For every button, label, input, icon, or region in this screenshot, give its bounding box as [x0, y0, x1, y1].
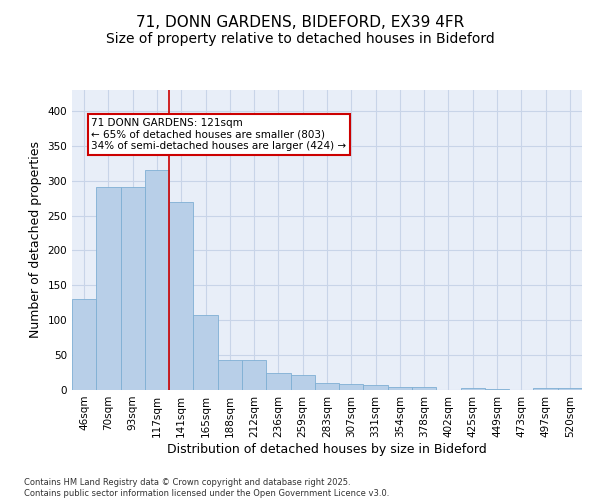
Bar — [193, 314, 218, 390]
Bar — [412, 387, 436, 390]
Bar — [388, 387, 412, 390]
Bar — [364, 385, 388, 390]
Text: Contains HM Land Registry data © Crown copyright and database right 2025.
Contai: Contains HM Land Registry data © Crown c… — [24, 478, 389, 498]
Bar — [218, 360, 242, 390]
Bar — [121, 187, 145, 390]
X-axis label: Distribution of detached houses by size in Bideford: Distribution of detached houses by size … — [167, 442, 487, 456]
Bar — [169, 202, 193, 390]
Bar — [72, 300, 96, 390]
Bar — [96, 187, 121, 390]
Bar — [266, 372, 290, 390]
Bar — [339, 384, 364, 390]
Bar — [242, 360, 266, 390]
Text: 71, DONN GARDENS, BIDEFORD, EX39 4FR: 71, DONN GARDENS, BIDEFORD, EX39 4FR — [136, 15, 464, 30]
Bar — [145, 170, 169, 390]
Text: Size of property relative to detached houses in Bideford: Size of property relative to detached ho… — [106, 32, 494, 46]
Bar — [533, 388, 558, 390]
Text: 71 DONN GARDENS: 121sqm
← 65% of detached houses are smaller (803)
34% of semi-d: 71 DONN GARDENS: 121sqm ← 65% of detache… — [91, 118, 347, 151]
Bar — [290, 376, 315, 390]
Bar — [315, 383, 339, 390]
Bar — [485, 388, 509, 390]
Bar — [558, 388, 582, 390]
Bar — [461, 388, 485, 390]
Y-axis label: Number of detached properties: Number of detached properties — [29, 142, 42, 338]
